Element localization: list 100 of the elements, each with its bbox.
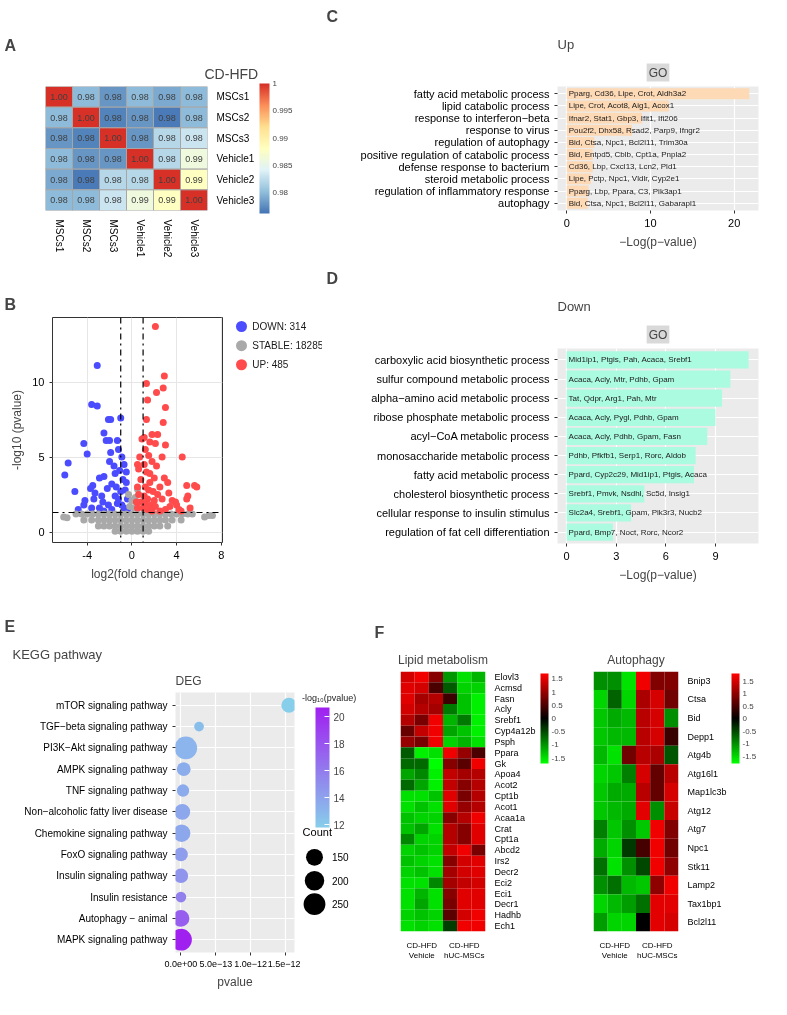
x-tick-label: 1.5e−12 [267, 958, 301, 969]
data-label: Pparg, Lbp, Ppara, C3, Pik3ap1 [568, 186, 683, 196]
y-tick-label: Tax1bp1 [687, 898, 722, 909]
text: D [326, 269, 339, 287]
y-tick-label: monosaccharide metabolic process [377, 449, 550, 462]
y-tick-label: Stk11 [687, 861, 710, 872]
data-label: 1.00 [104, 133, 122, 144]
data-label: 0.98 [158, 112, 176, 123]
point [99, 498, 107, 506]
point [93, 402, 101, 410]
y-tick-label: Chemokine signaling pathway [34, 827, 168, 839]
data-label: 0.98 [131, 133, 149, 144]
point [91, 489, 99, 497]
data-label: Lipe, Crot, Acot8, Aig1, Acox1 [568, 101, 675, 111]
data-label: 0.98 [131, 91, 149, 102]
color-bar-title: -log₁₀(pvalue) [301, 692, 357, 703]
point [64, 459, 72, 467]
color-bar-label: -1 [551, 740, 560, 750]
color-bar-label: 1.5 [551, 674, 564, 684]
data-label: Mid1ip1, Ptgis, Pah, Acaca, Srebf1 [568, 355, 693, 365]
x-tick-label: 5.0e−13 [199, 958, 233, 969]
y-tick-label: Decr1 [494, 899, 519, 910]
y-tick-label: carboxylic acid biosynthetic process [374, 353, 550, 366]
x-tick-label: CD-HFD hUC-MSCs [444, 940, 485, 961]
point [106, 437, 114, 444]
y-tick-label: Insulin signaling pathway [56, 870, 168, 882]
y-tick-label: 0 [38, 526, 45, 538]
data-label: Bid, Ctsa, Npc1, Bcl2l11, Gabarapl1 [568, 198, 697, 208]
data-label: 0.98 [131, 112, 149, 123]
data-label: 0.98 [50, 133, 68, 144]
chart-title: Down [557, 298, 591, 314]
y-tick-label: positive regulation of catabolic process [360, 148, 550, 161]
x-tick-label: 8 [218, 548, 225, 561]
y-tick-label: Gk [494, 758, 507, 769]
y-tick-label: Lamp2 [687, 880, 716, 891]
y-tick-label: Decr2 [494, 866, 519, 877]
y-tick-label: Vehicle1 [216, 153, 255, 165]
x-tick-label: 0 [128, 548, 135, 561]
color-bar-label: 0.985 [272, 160, 294, 170]
color-bar-label: 20 [333, 711, 346, 723]
y-tick-label: Cpt1b [494, 791, 519, 802]
data-label: Pparg, Cd36, Lipe, Crot, Aldh3a2 [568, 89, 687, 99]
data-label: Lipe, Pctp, Npc1, Vldlr, Cyp2e1 [568, 174, 680, 184]
point [93, 362, 101, 369]
data-label: 0.98 [158, 91, 176, 102]
data-label: 0.98 [104, 153, 122, 164]
y-tick-label: Acot1 [494, 801, 518, 812]
y-tick-label: Depp1 [687, 731, 715, 742]
y-tick-label: defense response to bacterium [398, 160, 550, 173]
y-tick-label: MAPK signaling pathway [56, 934, 168, 946]
y-tick-label: Vehicle3 [216, 194, 255, 206]
point [106, 458, 114, 465]
data-label: Ppard, Cyp2c29, Mid1ip1, Ptgis, Acaca [568, 470, 708, 480]
y-tick-label: Crat [494, 823, 512, 834]
y-tick-label: FoxO signaling pathway [60, 848, 168, 860]
data-label: 1.00 [185, 195, 203, 206]
y-tick-label: Psph [494, 736, 516, 747]
color-bar-label: 1 [551, 687, 557, 697]
y-tick-label: Atg7 [687, 824, 707, 835]
y-tick-label: acyl−CoA metabolic process [410, 430, 550, 443]
data-label: 0.98 [185, 112, 203, 123]
point [88, 504, 96, 512]
data-label: 0.98 [77, 153, 95, 164]
data-label: 0.98 [158, 153, 176, 164]
data-label: 0.99 [185, 153, 203, 164]
point [107, 449, 115, 456]
y-tick-label: cellular response to insulin stimulus [376, 506, 550, 519]
text: B [4, 295, 17, 313]
x-tick-label: Vehicle3 [188, 219, 200, 258]
color-bar-label: 12 [333, 819, 346, 831]
y-tick-label: Map1lc3b [687, 787, 727, 798]
y-tick-label: Abcd2 [494, 845, 521, 856]
point [103, 485, 111, 492]
y-tick-label: Atg4b [687, 750, 712, 761]
y-tick-label: Eci2 [494, 877, 513, 888]
point [61, 471, 69, 479]
data-label: 0.98 [50, 195, 68, 206]
color-bar-label: 18 [333, 738, 346, 750]
data-label: 0.98 [77, 133, 95, 144]
data-label: Acaca, Acly, Mtr, Pdhb, Gpam [568, 374, 675, 384]
data-label: Srebf1, Pmvk, Nsdhl, Sc5d, Insig1 [568, 489, 691, 499]
y-tick-label: Cyp4a12b [494, 726, 536, 737]
data-label: Ifnar2, Stat1, Gbp3, Ifit1, Ifi206 [568, 113, 679, 123]
y-tick-label: regulation of fat cell differentiation [385, 526, 550, 539]
data-label: 0.98 [104, 174, 122, 185]
y-tick-label: autophagy [498, 197, 550, 210]
x-tick-label: 3 [613, 549, 620, 562]
legend-label: 250 [332, 899, 350, 911]
point [88, 401, 96, 408]
text: E [4, 617, 16, 635]
data-label: 1.00 [50, 91, 68, 102]
x-tick-label: 0 [563, 549, 570, 562]
data-label: 0.98 [77, 91, 95, 102]
data-label: 0.98 [185, 133, 203, 144]
data-label: Ppard, Bmp7, Noct, Rorc, Ncor2 [568, 527, 684, 537]
y-tick-label: Vehicle2 [216, 174, 255, 185]
y-tick-label: AMPK signaling pathway [56, 763, 168, 775]
point [112, 483, 120, 491]
point [110, 462, 118, 470]
legend-label: 200 [332, 875, 350, 887]
